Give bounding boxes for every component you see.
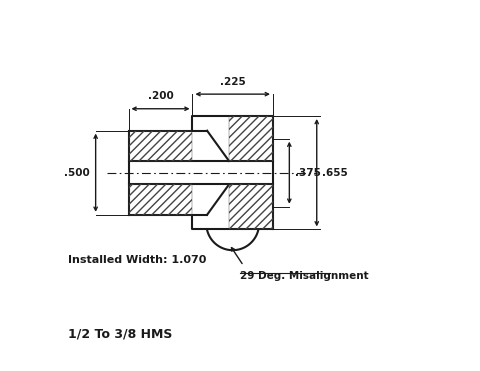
Text: .200: .200	[148, 91, 173, 101]
Text: .225: .225	[220, 77, 246, 87]
Text: .655: .655	[322, 168, 348, 178]
Text: Installed Width: 1.070: Installed Width: 1.070	[68, 255, 206, 265]
Text: 29 Deg. Misalignment: 29 Deg. Misalignment	[240, 271, 369, 281]
Text: .500: .500	[64, 168, 90, 178]
Text: 1/2 To 3/8 HMS: 1/2 To 3/8 HMS	[68, 328, 173, 341]
Text: .375: .375	[295, 168, 321, 178]
